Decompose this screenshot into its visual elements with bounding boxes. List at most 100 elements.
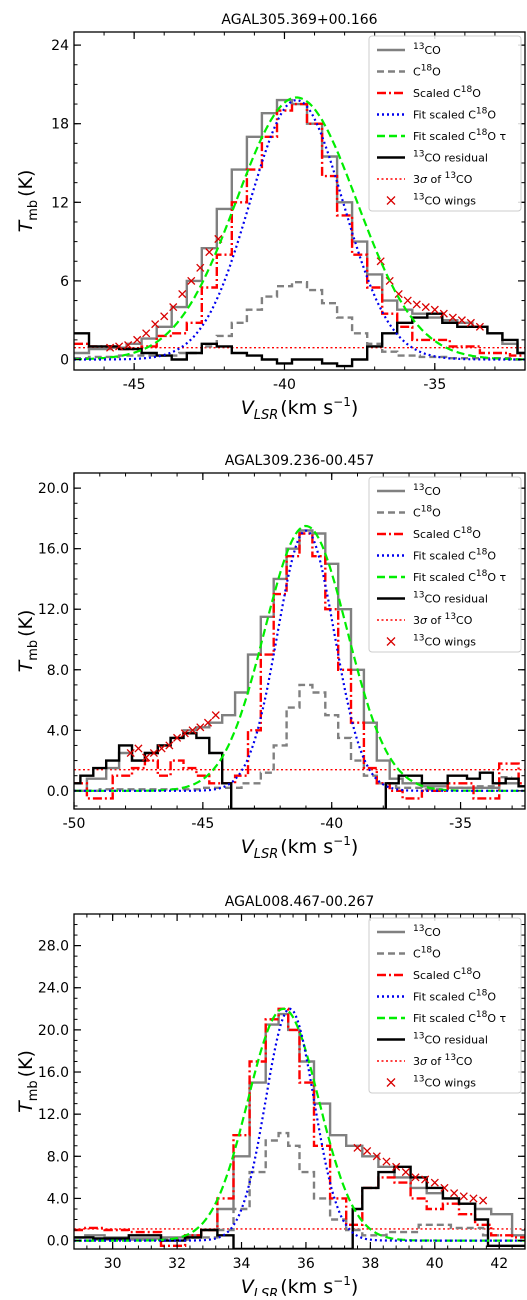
wing-marker <box>479 1196 488 1205</box>
plot-area <box>74 96 525 368</box>
y-axis-label: Tmb(K) <box>15 1050 41 1113</box>
legend-item: 13CO residual <box>377 150 488 165</box>
y-tick-label: 4.0 <box>47 723 69 739</box>
chart-panel-3: AGAL008.467-00.267 30 32 34 36 38 40 42 0.0 4.0 8.… <box>15 894 526 1300</box>
x-tick-label: 42 <box>490 1256 508 1272</box>
legend-item: 3σ of 13CO <box>377 171 473 186</box>
x-tick-label: -40 <box>273 377 296 393</box>
wing-marker <box>196 263 205 272</box>
wing-marker <box>392 1162 401 1171</box>
wing-marker <box>401 1168 410 1177</box>
x-axis-label: VLSR (km s−1) <box>241 834 359 862</box>
wing-marker <box>475 322 484 331</box>
legend-box <box>368 35 522 212</box>
wing-marker <box>134 744 143 753</box>
legend-label: Fit scaled C18O τ <box>413 128 507 143</box>
series-fit-scaled-c18o-tau <box>74 96 525 361</box>
wing-marker <box>133 335 142 344</box>
legend: 13CO C18O Scaled C18O Fit scaled C18O Fit sc… <box>368 35 522 212</box>
legend-label: C18O <box>413 505 441 520</box>
wing-marker <box>353 1143 362 1152</box>
legend-item: C18O <box>377 505 441 520</box>
legend-label: Fit scaled C18O τ <box>413 569 507 584</box>
y-axis-label: Tmb(K) <box>15 170 41 233</box>
axes-frame <box>73 913 526 1250</box>
wing-marker <box>205 248 214 257</box>
y-tick-label: 0.0 <box>47 1234 69 1250</box>
legend-item: Fit scaled C18O <box>377 989 496 1004</box>
legend-item: C18O <box>377 64 441 79</box>
wing-marker <box>430 305 439 314</box>
legend-label: 13CO residual <box>413 591 488 606</box>
legend-label: 3σ of 13CO <box>413 171 473 186</box>
wing-marker <box>188 726 197 735</box>
wing-marker <box>466 318 475 327</box>
legend-label: C18O <box>413 946 441 961</box>
wing-marker <box>142 329 151 338</box>
legend-label: 13CO <box>413 924 441 939</box>
legend-item: Fit scaled C18O τ <box>377 569 507 584</box>
legend-label: Fit scaled C18O <box>413 107 496 122</box>
legend: 13CO C18O Scaled C18O Fit scaled C18O Fit sc… <box>368 476 522 653</box>
wing-marker <box>450 1189 459 1198</box>
plot-area <box>74 524 525 809</box>
wing-marker <box>372 1152 381 1161</box>
y-tick-label: 6 <box>60 274 69 290</box>
legend-box <box>368 476 522 653</box>
legend-item: Scaled C18O <box>377 967 481 982</box>
series-13co-wings <box>353 1143 488 1205</box>
wing-marker <box>211 711 220 720</box>
legend-swatch <box>386 196 396 205</box>
y-tick-label: 12 <box>51 195 69 211</box>
series-13co <box>74 98 525 355</box>
wing-marker <box>411 1173 420 1182</box>
y-tick-label: 24 <box>51 38 69 54</box>
wing-marker <box>160 312 169 321</box>
legend-item: 13CO wings <box>386 193 476 208</box>
x-tick-label: 32 <box>168 1256 186 1272</box>
legend-item: 13CO wings <box>386 634 476 649</box>
wing-marker <box>196 723 205 732</box>
y-tick-label: 28.0 <box>38 939 69 955</box>
legend: 13CO C18O Scaled C18O Fit scaled C18O Fit sc… <box>368 917 522 1094</box>
series-fit-scaled-c18o <box>74 529 525 792</box>
legend-item: 13CO residual <box>377 1032 488 1047</box>
legend-label: 13CO residual <box>413 1032 488 1047</box>
legend-label: 13CO residual <box>413 150 488 165</box>
y-tick-label: 12.0 <box>38 602 69 618</box>
legend-item: Fit scaled C18O <box>377 548 496 563</box>
wing-marker <box>173 733 182 742</box>
series-13co-wings <box>126 711 220 762</box>
wing-marker <box>165 741 174 750</box>
legend-label: Scaled C18O <box>413 967 481 982</box>
legend-swatch <box>386 637 396 646</box>
legend-item: 13CO residual <box>377 591 488 606</box>
y-tick-label: 24.0 <box>38 981 69 997</box>
x-tick-label: 36 <box>297 1256 315 1272</box>
wing-marker <box>421 1175 430 1184</box>
wing-marker <box>382 1157 391 1166</box>
y-tick-label: 16.0 <box>38 542 69 558</box>
legend-item: 13CO <box>377 483 441 498</box>
wing-marker <box>394 289 403 299</box>
legend-label: Scaled C18O <box>413 85 481 100</box>
legend-label: 13CO wings <box>413 634 476 649</box>
series-scaled-c18o <box>74 102 525 357</box>
series-c18o <box>74 281 525 361</box>
wing-marker <box>421 303 430 312</box>
x-tick-label: 38 <box>361 1256 379 1272</box>
y-tick-label: 20.0 <box>38 1023 69 1039</box>
series-fit-scaled-c18o <box>74 1007 525 1242</box>
y-tick-label: 0 <box>60 353 69 369</box>
axes-frame <box>73 31 526 371</box>
legend-label: 13CO <box>413 483 441 498</box>
wing-marker <box>430 1178 439 1187</box>
series-scaled-c18o <box>74 1007 525 1247</box>
series-fit-scaled-c18o <box>74 99 525 361</box>
wing-marker <box>439 309 448 318</box>
legend-label: 13CO wings <box>413 1075 476 1090</box>
wing-marker <box>169 303 178 312</box>
x-tick-label: -50 <box>63 816 86 832</box>
legend-item: 13CO <box>377 42 441 57</box>
